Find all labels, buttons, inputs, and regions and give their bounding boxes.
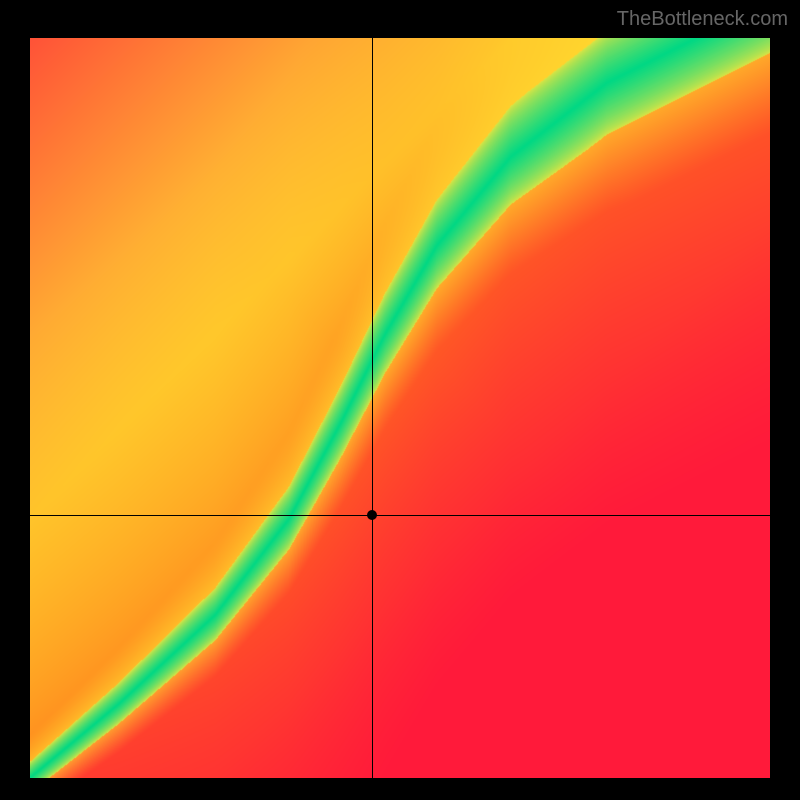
heatmap-plot — [30, 38, 770, 770]
crosshair-vertical — [372, 38, 373, 778]
crosshair-marker — [367, 510, 377, 520]
watermark-text: TheBottleneck.com — [617, 8, 788, 31]
heatmap-canvas — [30, 38, 770, 778]
chart-container: TheBottleneck.com — [0, 0, 800, 800]
crosshair-horizontal — [30, 515, 770, 516]
